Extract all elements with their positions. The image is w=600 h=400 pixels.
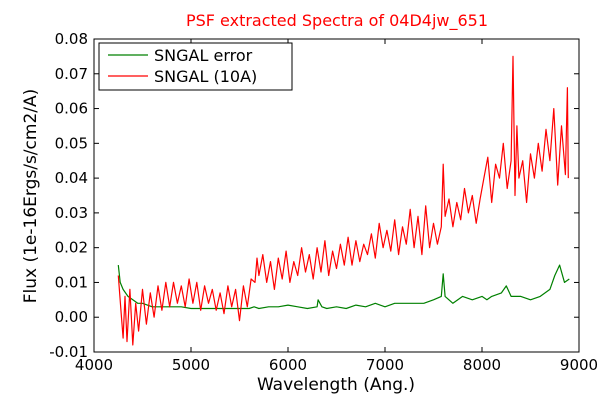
y-tick-label: 0.04: [55, 169, 88, 187]
x-axis-label: Wavelength (Ang.): [257, 375, 415, 395]
x-tick-label: 6000: [269, 356, 307, 374]
y-tick-label: 0.01: [55, 273, 88, 291]
y-tick-label: 0.00: [55, 308, 88, 326]
chart-title: PSF extracted Spectra of 04D4jw_651: [186, 11, 488, 31]
legend-label-sngal-error: SNGAL error: [154, 46, 253, 65]
plot-frame: [93, 38, 580, 353]
series-layer: [117, 55, 570, 346]
x-tick-label: 4000: [75, 356, 113, 374]
y-tick-label: 0.07: [55, 65, 88, 83]
plot-area: [94, 39, 579, 352]
y-tick-label: -0.01: [49, 343, 88, 361]
x-tick-label: 5000: [172, 356, 210, 374]
y-tick-label: 0.08: [55, 30, 88, 48]
y-tick-label: 0.05: [55, 134, 88, 152]
legend-label-sngal-10a: SNGAL (10A): [154, 67, 257, 86]
y-tick-label: 0.06: [55, 100, 88, 118]
y-tick-label: 0.03: [55, 204, 88, 222]
legend: SNGAL error SNGAL (10A): [98, 42, 293, 91]
x-tick-label: 9000: [560, 356, 598, 374]
y-tick-label: 0.02: [55, 239, 88, 257]
x-tick-label: 8000: [463, 356, 501, 374]
series-line-sngal-error: [117, 264, 570, 310]
y-axis-label: Flux (1e-16Ergs/s/cm2/A): [21, 89, 41, 304]
series-line-sngal-10a: [117, 55, 569, 346]
x-tick-label: 7000: [366, 356, 404, 374]
legend-box: [98, 42, 293, 91]
ticks-layer: 4000 5000 6000 7000 8000 9000 -0.01 0.00 0.01 0.0…: [49, 30, 598, 374]
